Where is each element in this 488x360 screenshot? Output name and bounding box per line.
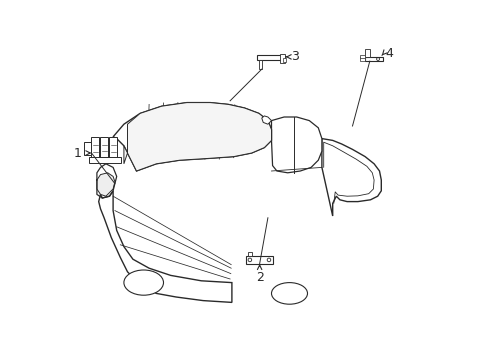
FancyBboxPatch shape [257,55,284,60]
Polygon shape [99,191,231,302]
Polygon shape [271,117,321,173]
Polygon shape [123,103,271,171]
FancyBboxPatch shape [365,57,382,61]
FancyBboxPatch shape [247,252,251,256]
FancyBboxPatch shape [84,142,91,155]
FancyBboxPatch shape [365,49,369,57]
FancyBboxPatch shape [91,137,99,160]
FancyBboxPatch shape [109,137,117,160]
FancyBboxPatch shape [283,58,285,62]
FancyBboxPatch shape [246,256,273,264]
Text: 3: 3 [290,50,298,63]
Text: 4: 4 [385,47,393,60]
Polygon shape [261,116,271,124]
FancyBboxPatch shape [258,60,262,69]
FancyBboxPatch shape [359,55,365,58]
Polygon shape [321,139,381,216]
Polygon shape [97,173,115,196]
Polygon shape [113,103,271,171]
Text: 1: 1 [74,147,81,159]
Ellipse shape [123,270,163,295]
FancyBboxPatch shape [89,157,121,163]
FancyBboxPatch shape [279,54,284,63]
Ellipse shape [271,283,307,304]
Polygon shape [97,124,231,302]
FancyBboxPatch shape [101,137,108,159]
FancyBboxPatch shape [360,57,365,61]
Text: 2: 2 [255,271,263,284]
